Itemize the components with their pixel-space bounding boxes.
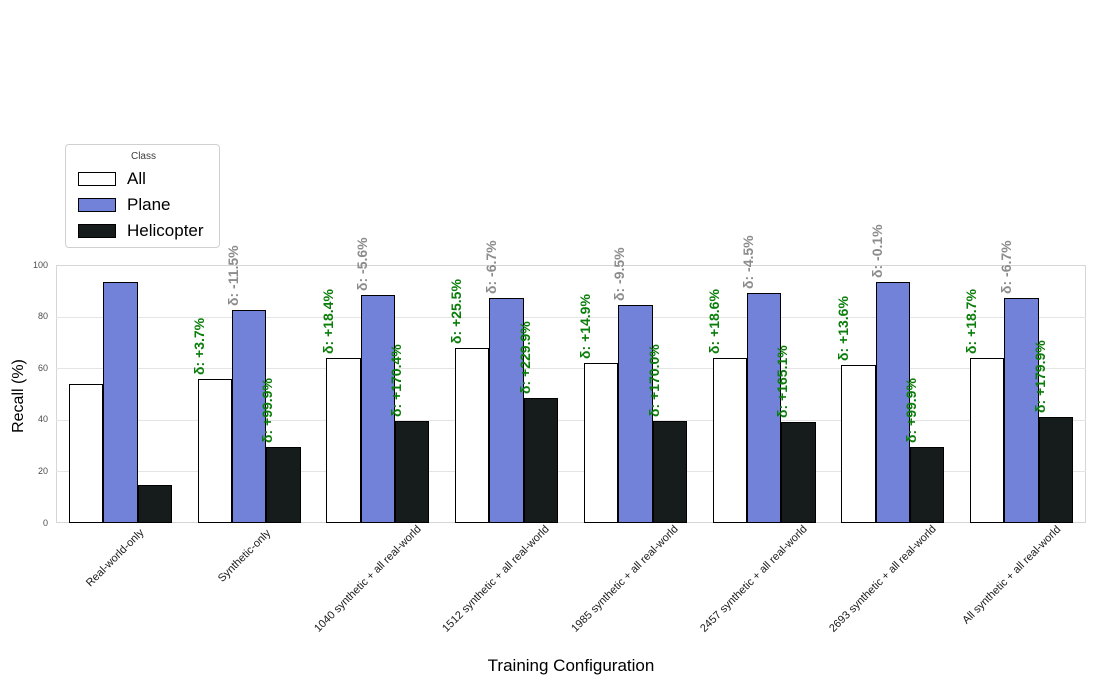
legend-label-plane: Plane: [127, 195, 171, 214]
delta-annotation-plane-2: δ: -5.6%: [353, 237, 370, 292]
bar-helicopter-7: [1038, 416, 1074, 523]
y-tick-label: 60: [37, 362, 48, 373]
delta-annotation-all-1: δ: +3.7%: [190, 317, 207, 375]
bar-plane-0: [103, 282, 138, 523]
delta-annotation-all-2: δ: +18.4%: [319, 289, 336, 355]
bar-plane-5: [746, 292, 782, 523]
delta-annotation-helicopter-7: δ: +179.9%: [1031, 340, 1048, 413]
delta-annotation-plane-3: δ: -6.7%: [482, 240, 499, 295]
bar-helicopter-3: [523, 397, 559, 523]
delta-annotation-helicopter-1: δ: +99.9%: [259, 378, 276, 444]
legend-title: Class: [130, 151, 156, 162]
y-axis-label: Recall (%): [10, 359, 27, 433]
x-tick-label: 1985 synthetic + all real-world: [569, 522, 681, 635]
legend: Class All Plane Helicopter: [65, 144, 220, 248]
x-tick-label: 2693 synthetic + all real-world: [826, 522, 939, 635]
y-tick-label: 0: [42, 517, 48, 528]
bar-all-3: [455, 348, 490, 523]
bar-plane-1: [231, 309, 267, 523]
x-tick-label: All synthetic + all real-world: [960, 523, 1064, 627]
delta-annotation-all-6: δ: +13.6%: [834, 295, 851, 361]
x-tick-label: 1512 synthetic + all real-world: [440, 522, 553, 635]
y-tick-label: 20: [37, 465, 48, 476]
bar-helicopter-2: [395, 420, 430, 523]
x-tick-label: 1040 synthetic + all real-world: [311, 522, 424, 635]
bar-plane-2: [360, 295, 396, 523]
delta-annotation-plane-7: δ: -6.7%: [997, 240, 1014, 295]
delta-annotation-plane-1: δ: -11.5%: [225, 244, 242, 306]
bar-plane-4: [618, 304, 653, 523]
delta-annotation-all-3: δ: +25.5%: [448, 279, 465, 345]
bar-all-0: [68, 383, 104, 523]
y-tick-label: 40: [37, 414, 48, 425]
delta-annotation-helicopter-5: δ: +165.1%: [774, 345, 791, 419]
bar-plane-3: [489, 298, 524, 523]
delta-annotation-helicopter-6: δ: +99.9%: [903, 378, 920, 444]
delta-annotation-all-5: δ: +18.6%: [705, 288, 722, 354]
legend-label-all: All: [127, 169, 146, 188]
bar-helicopter-6: [910, 447, 945, 523]
y-tick-label: 100: [32, 259, 48, 270]
bar-all-7: [970, 357, 1005, 523]
gridline: [56, 368, 1086, 370]
y-tick-label: 80: [37, 311, 48, 322]
bar-helicopter-1: [266, 447, 301, 523]
legend-item-helicopter: Helicopter: [78, 218, 209, 244]
bar-all-2: [326, 358, 361, 523]
x-axis-label: Training Configuration: [487, 656, 655, 675]
bar-plane-7: [1004, 298, 1039, 523]
legend-item-plane: Plane: [78, 192, 209, 218]
gridline: [56, 316, 1086, 318]
bar-all-5: [712, 357, 747, 523]
delta-annotation-all-4: δ: +14.9%: [577, 294, 594, 360]
x-tick-label: 2457 synthetic + all real-world: [698, 522, 810, 635]
legend-item-all: All: [78, 166, 209, 192]
legend-swatch-all: [78, 172, 116, 186]
gridline: [56, 419, 1086, 421]
delta-annotation-plane-6: δ: -0.1%: [868, 224, 885, 279]
bar-helicopter-5: [781, 422, 816, 523]
bar-all-1: [197, 378, 232, 523]
bar-plane-6: [875, 282, 911, 523]
delta-annotation-helicopter-4: δ: +170.0%: [645, 343, 662, 417]
x-tick-label: Real-world-only: [83, 526, 147, 590]
legend-label-helicopter: Helicopter: [127, 221, 204, 240]
delta-annotation-plane-5: δ: -4.5%: [740, 235, 757, 289]
delta-annotation-plane-4: δ: -9.5%: [611, 247, 628, 301]
bar-all-6: [841, 364, 876, 523]
legend-swatch-plane: [78, 198, 116, 212]
delta-annotation-all-7: δ: +18.7%: [963, 288, 980, 354]
bar-all-4: [583, 363, 619, 523]
legend-swatch-helicopter: [78, 224, 116, 238]
x-tick-label: Synthetic-only: [215, 527, 273, 585]
delta-annotation-helicopter-2: δ: +170.4%: [388, 343, 405, 417]
bar-helicopter-0: [137, 485, 172, 523]
delta-annotation-helicopter-3: δ: +229.9%: [516, 321, 533, 394]
bar-helicopter-4: [652, 420, 687, 523]
gridline: [56, 471, 1086, 473]
